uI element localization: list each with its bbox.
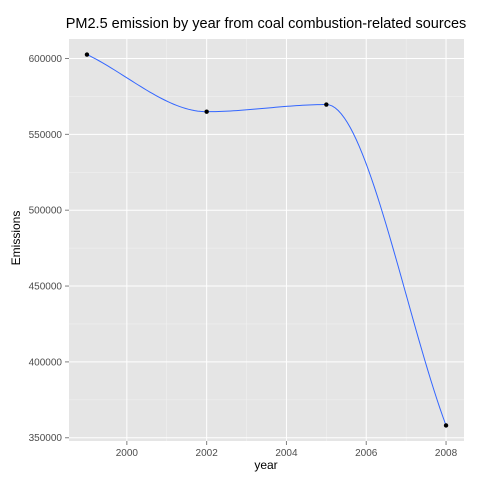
y-axis-label: Emissions: [9, 211, 23, 266]
y-tick-label: 350000: [29, 433, 63, 444]
x-tick-label: 2004: [275, 448, 298, 459]
plot-panel: [69, 39, 464, 441]
data-point: [443, 423, 449, 428]
chart-title: PM2.5 emission by year from coal combust…: [66, 16, 467, 32]
x-tick-label: 2002: [196, 448, 219, 459]
x-axis-label: year: [254, 458, 277, 472]
x-axis-ticks: 2000 2002 2004 2006 2008: [116, 441, 458, 459]
y-tick-label: 400000: [29, 357, 63, 368]
y-tick-label: 450000: [29, 282, 63, 293]
data-point: [324, 102, 329, 107]
y-tick-label: 550000: [29, 130, 63, 141]
emissions-smooth-line: [86, 54, 447, 426]
x-tick-label: 2000: [116, 448, 139, 459]
data-point: [204, 109, 209, 114]
y-tick-label: 500000: [29, 206, 63, 217]
x-tick-label: 2006: [355, 448, 378, 459]
x-tick-label: 2008: [435, 448, 458, 459]
data-point: [84, 52, 90, 57]
y-tick-label: 600000: [29, 54, 63, 65]
y-axis-ticks: 350000 400000 450000 500000 550000 600000: [29, 54, 69, 444]
data-points: [84, 52, 449, 428]
